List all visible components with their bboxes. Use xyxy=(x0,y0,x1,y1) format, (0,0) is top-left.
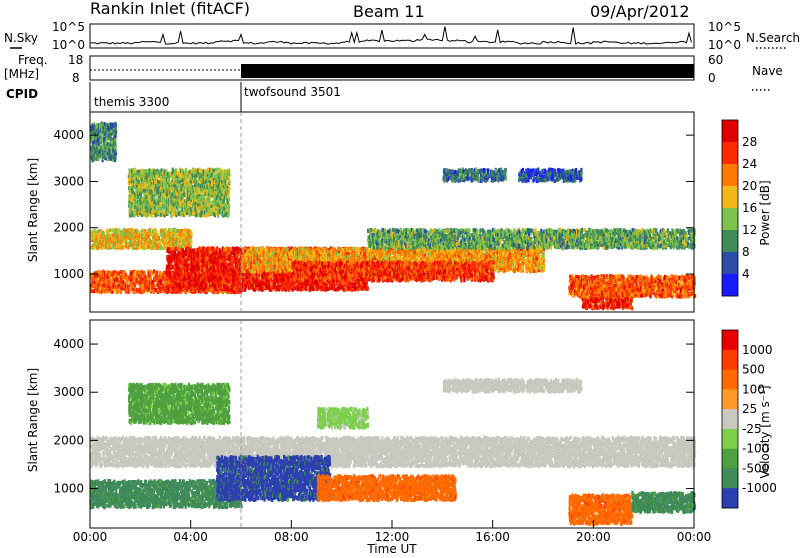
power-cells-cell-1 xyxy=(136,229,138,233)
power-cells-cell-0 xyxy=(109,271,111,275)
power-cells-cell-2 xyxy=(182,248,184,252)
power-cells-cell-3 xyxy=(334,248,336,252)
frequency-panel: Freq. [MHz] 18 8 60 0 Nave CPID themis 3… xyxy=(4,53,783,112)
power-cells-cell-2 xyxy=(207,246,209,250)
power-cells-cell-2 xyxy=(176,288,178,292)
cpid-label: CPID xyxy=(6,87,38,101)
frequency-left-tick-top: 18 xyxy=(68,53,83,67)
power-cells-cell-2 xyxy=(223,284,225,288)
noise-left-label: N.Sky xyxy=(4,31,38,45)
frequency-band-twofsound xyxy=(241,64,694,78)
power-cells-cell-1 xyxy=(190,238,192,242)
power-cells-cell-2 xyxy=(176,282,178,286)
nave-label: Nave xyxy=(752,64,783,78)
noise-left-tick-top: 10^5 xyxy=(52,20,85,34)
cpid-segment-2: twofsound 3501 xyxy=(244,85,341,99)
noise-right-tick-bottom: 10^0 xyxy=(708,38,741,52)
beam-title: Beam 11 xyxy=(353,2,425,21)
power-cells-cell-2 xyxy=(270,277,272,281)
power-cells-cell-3 xyxy=(325,252,327,256)
power-cells-cell-3 xyxy=(299,247,301,251)
power-cells-cell-2 xyxy=(202,288,204,292)
power-cells-cell-0 xyxy=(217,290,219,294)
power-cells-cell-0 xyxy=(156,271,158,275)
power-cells-cell-3 xyxy=(338,247,340,251)
power-cells-cell-1 xyxy=(155,242,157,246)
station-title: Rankin Inlet (fitACF) xyxy=(90,0,250,18)
power-cells-cell-3 xyxy=(313,248,315,252)
power-cells-cell-2 xyxy=(171,247,173,251)
noise-panel: N.Sky 10^5 10^0 10^5 10^0 N.Search xyxy=(4,20,800,52)
power-cells-cell-1 xyxy=(94,229,96,233)
frequency-right-tick-bottom: 0 xyxy=(708,71,716,85)
power-cells-cell-0 xyxy=(150,276,152,280)
power-cells-cell-2 xyxy=(200,276,202,280)
power-cells-cell-0 xyxy=(144,271,146,275)
power-cells-cell-2 xyxy=(224,288,226,292)
power-cells-cell-0 xyxy=(91,289,93,293)
power-scatter-cells xyxy=(90,121,696,310)
power-cells-cell-2 xyxy=(231,256,233,260)
power-cells-cell-2 xyxy=(225,261,227,265)
power-cells-cell-2 xyxy=(366,286,368,290)
power-cells-cell-3 xyxy=(257,269,259,273)
power-cells-cell-0 xyxy=(163,282,165,286)
frequency-right-tick-top: 60 xyxy=(708,53,723,67)
power-cells-cell-2 xyxy=(289,280,291,284)
power-cells-cell-1 xyxy=(190,230,192,234)
power-cells-cell-2 xyxy=(216,246,218,250)
frequency-left-label: Freq. xyxy=(18,53,48,67)
power-cells-cell-2 xyxy=(352,282,354,286)
power-cells-cell-2 xyxy=(294,286,296,290)
power-cells-cell-1 xyxy=(141,229,143,233)
power-cells-cell-3 xyxy=(335,252,337,256)
power-cells-cell-3 xyxy=(308,248,310,252)
power-cells-cell-1 xyxy=(169,228,171,232)
power-cells-cell-0 xyxy=(154,284,156,288)
power-cells-cell-3 xyxy=(258,247,260,251)
power-cells-cell-2 xyxy=(273,285,275,289)
power-cells-cell-1 xyxy=(160,245,162,249)
noise-right-label: N.Search xyxy=(746,31,800,45)
power-cells-cell-3 xyxy=(327,250,329,254)
noise-left-tick-bottom: 10^0 xyxy=(52,38,85,52)
power-cells-cell-2 xyxy=(203,246,205,250)
cpid-segment-1: themis 3300 xyxy=(94,95,169,109)
power-cells-cell-2 xyxy=(187,247,189,251)
power-cells-cell-1 xyxy=(109,228,111,232)
noise-sky-line xyxy=(90,27,692,45)
frequency-left-unit: [MHz] xyxy=(4,67,39,81)
power-cells-cell-2 xyxy=(352,288,354,292)
noise-frame xyxy=(90,24,694,48)
noise-right-tick-top: 10^5 xyxy=(708,20,741,34)
power-cells-cell-0 xyxy=(155,288,157,292)
power-cells-cell-1 xyxy=(116,228,118,232)
power-cells-cell-2 xyxy=(281,288,283,292)
power-cells-cell-1 xyxy=(155,229,157,233)
frequency-left-tick-bottom: 8 xyxy=(72,71,80,85)
date-title: 09/Apr/2012 xyxy=(590,2,690,21)
power-cells-cell-1 xyxy=(158,236,160,240)
